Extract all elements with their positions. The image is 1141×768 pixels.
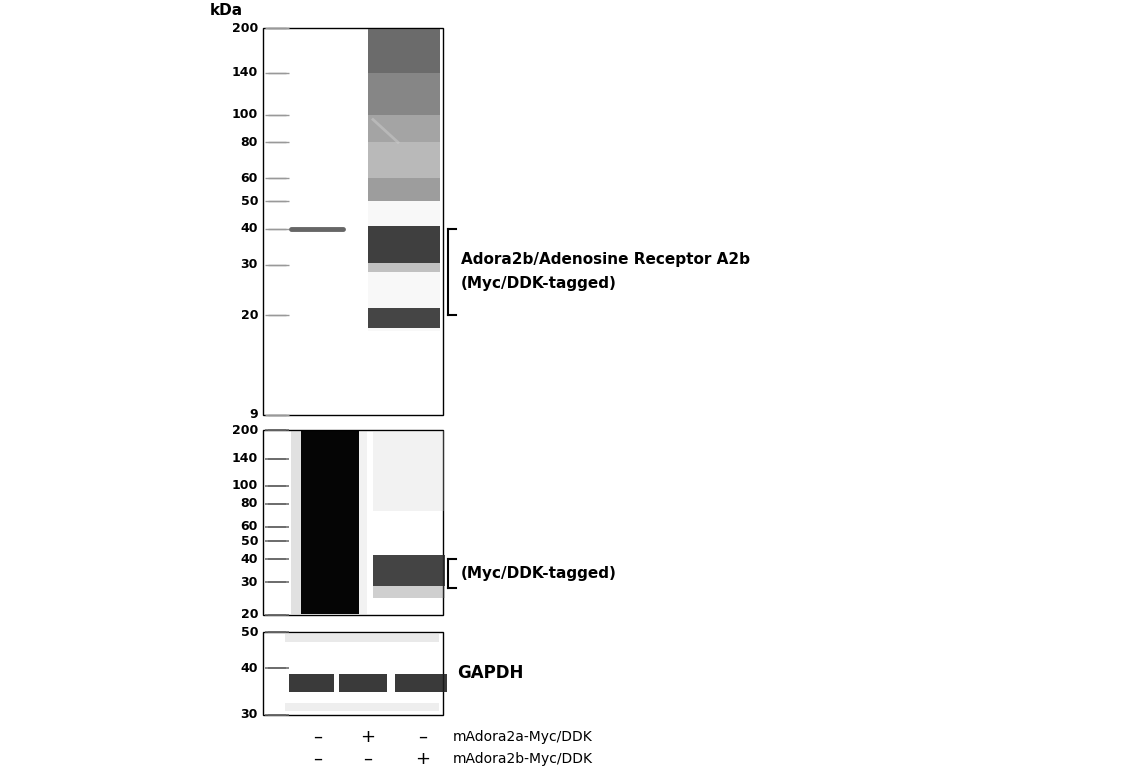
Bar — [369, 29, 440, 72]
Text: 100: 100 — [232, 108, 258, 121]
Text: 200: 200 — [232, 22, 258, 35]
Text: –: – — [314, 750, 323, 768]
Text: –: – — [419, 728, 428, 746]
Bar — [285, 634, 439, 642]
Text: mAdora2b-Myc/DDK: mAdora2b-Myc/DDK — [453, 752, 593, 766]
Bar — [369, 114, 440, 142]
Bar — [369, 308, 440, 329]
Text: kDa: kDa — [210, 3, 243, 18]
Text: (Myc/DDK-tagged): (Myc/DDK-tagged) — [461, 276, 617, 290]
Bar — [369, 178, 440, 201]
Bar — [369, 263, 440, 272]
Bar — [395, 674, 447, 692]
Text: 140: 140 — [232, 66, 258, 79]
Text: 40: 40 — [241, 662, 258, 675]
Text: 140: 140 — [232, 452, 258, 465]
Text: 30: 30 — [241, 576, 258, 589]
Bar — [373, 586, 445, 598]
Text: GAPDH: GAPDH — [458, 664, 524, 683]
Text: 20: 20 — [241, 608, 258, 621]
Bar — [359, 431, 367, 614]
Text: 30: 30 — [241, 258, 258, 271]
Bar — [373, 555, 445, 586]
Text: 60: 60 — [241, 172, 258, 185]
Text: 50: 50 — [241, 194, 258, 207]
Text: (Myc/DDK-tagged): (Myc/DDK-tagged) — [461, 566, 617, 581]
Text: –: – — [364, 750, 372, 768]
Bar — [339, 674, 387, 692]
Text: 30: 30 — [241, 709, 258, 721]
Bar — [369, 72, 440, 114]
Bar — [262, 632, 443, 715]
Bar — [285, 703, 439, 711]
Text: 80: 80 — [241, 136, 258, 149]
Bar — [369, 29, 440, 331]
Text: 9: 9 — [250, 409, 258, 422]
Bar — [289, 674, 334, 692]
Text: 50: 50 — [241, 625, 258, 638]
Text: 20: 20 — [241, 309, 258, 322]
Text: +: + — [361, 728, 375, 746]
Text: 80: 80 — [241, 497, 258, 510]
Text: 60: 60 — [241, 520, 258, 533]
Bar — [301, 431, 359, 614]
Text: 200: 200 — [232, 423, 258, 436]
Text: 100: 100 — [232, 479, 258, 492]
Text: –: – — [314, 728, 323, 746]
Bar — [262, 28, 443, 415]
Text: 40: 40 — [241, 553, 258, 566]
Bar — [369, 226, 440, 263]
Bar — [373, 431, 445, 511]
Text: Adora2b/Adenosine Receptor A2b: Adora2b/Adenosine Receptor A2b — [461, 252, 750, 266]
Text: 40: 40 — [241, 223, 258, 235]
Bar — [262, 430, 443, 615]
Text: mAdora2a-Myc/DDK: mAdora2a-Myc/DDK — [453, 730, 593, 744]
Bar — [369, 142, 440, 178]
Text: 50: 50 — [241, 535, 258, 548]
Bar — [291, 431, 301, 614]
Text: +: + — [415, 750, 430, 768]
